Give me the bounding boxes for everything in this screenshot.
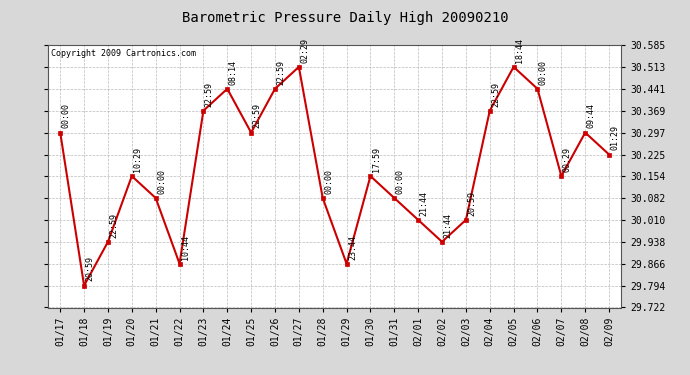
Text: 10:44: 10:44: [181, 234, 190, 260]
Text: 01:29: 01:29: [611, 125, 620, 150]
Text: 18:44: 18:44: [515, 38, 524, 63]
Text: 00:00: 00:00: [324, 169, 333, 194]
Text: 17:59: 17:59: [372, 147, 381, 172]
Text: 22:59: 22:59: [253, 104, 262, 128]
Text: 08:14: 08:14: [228, 60, 237, 85]
Text: Copyright 2009 Cartronics.com: Copyright 2009 Cartronics.com: [51, 49, 196, 58]
Text: 09:44: 09:44: [586, 104, 595, 128]
Text: 00:29: 00:29: [563, 147, 572, 172]
Text: 21:44: 21:44: [420, 191, 428, 216]
Text: 20:59: 20:59: [86, 256, 95, 281]
Text: 02:29: 02:29: [300, 38, 309, 63]
Text: 23:44: 23:44: [348, 234, 357, 260]
Text: 00:00: 00:00: [539, 60, 548, 85]
Text: 00:00: 00:00: [61, 104, 70, 128]
Text: 22:59: 22:59: [109, 213, 119, 238]
Text: 20:59: 20:59: [467, 191, 476, 216]
Text: 22:59: 22:59: [277, 60, 286, 85]
Text: 10:29: 10:29: [133, 147, 142, 172]
Text: 22:59: 22:59: [491, 81, 500, 106]
Text: 21:44: 21:44: [444, 213, 453, 238]
Text: 22:59: 22:59: [205, 81, 214, 106]
Text: 00:00: 00:00: [157, 169, 166, 194]
Text: 00:00: 00:00: [395, 169, 405, 194]
Text: Barometric Pressure Daily High 20090210: Barometric Pressure Daily High 20090210: [181, 11, 509, 25]
